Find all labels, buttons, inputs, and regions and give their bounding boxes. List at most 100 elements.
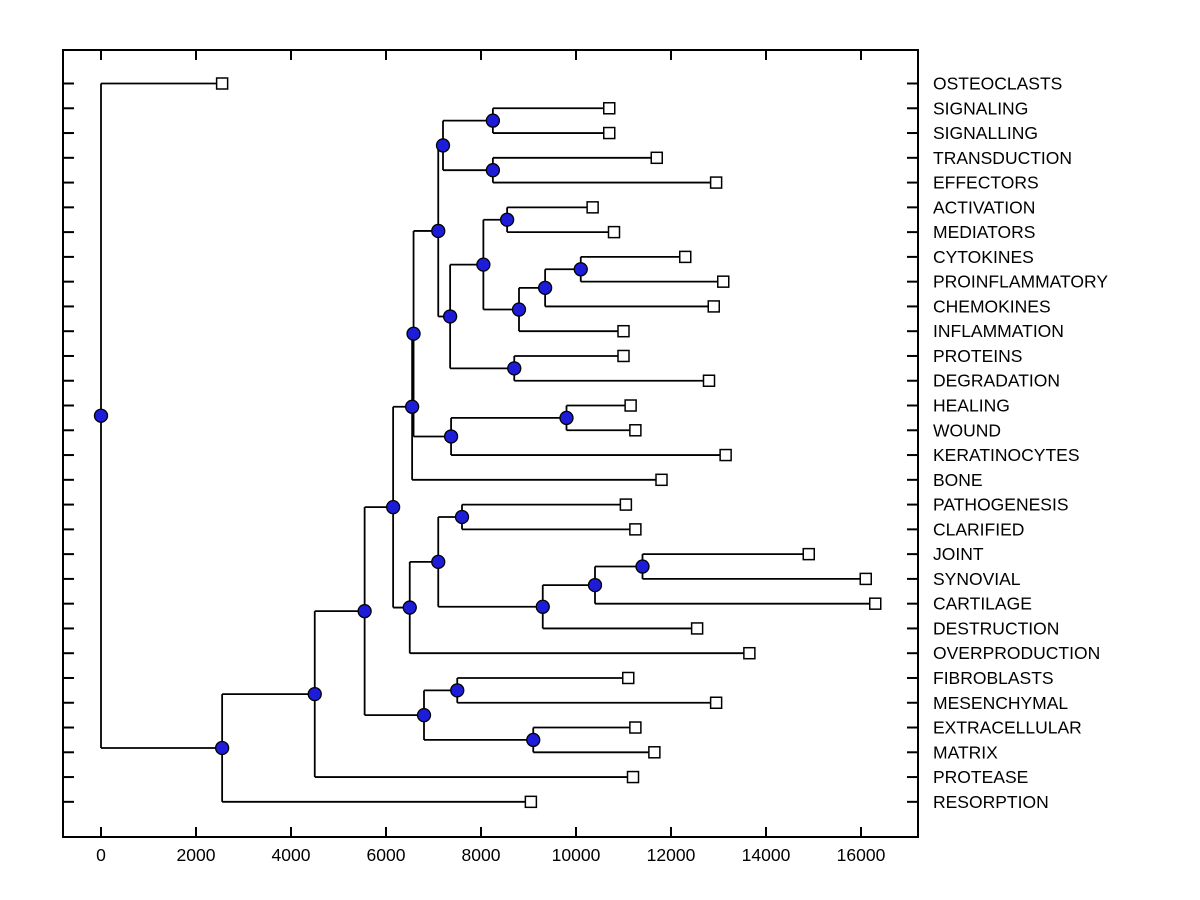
leaf-marker-pathogenesis [619, 498, 633, 511]
leaf-marker-effectors [709, 176, 723, 189]
internal-node-marker [93, 408, 109, 423]
leaf-marker-matrix [648, 746, 661, 759]
internal-node-marker [476, 257, 491, 272]
leaf-label-chemokines: CHEMOKINES [933, 296, 1051, 316]
internal-node-marker [526, 732, 541, 748]
leaf-label-transduction: TRANSDUCTION [933, 148, 1072, 168]
leaf-marker-joint [802, 547, 815, 561]
leaf-label-cartilage: CARTILAGE [933, 594, 1032, 614]
leaf-marker-extracellular [629, 721, 642, 734]
leaf-label-signalling: SIGNALLING [933, 123, 1038, 143]
leaf-label-signaling: SIGNALING [933, 98, 1028, 118]
leaf-label-protease: PROTEASE [933, 767, 1028, 787]
internal-node-marker [499, 212, 515, 227]
x-axis-tick-label: 4000 [272, 845, 311, 865]
leaf-label-osteoclasts: OSTEOCLASTS [933, 74, 1062, 94]
leaf-marker-mesenchymal [709, 696, 723, 709]
leaf-marker-signalling [603, 126, 616, 140]
leaf-marker-cartilage [869, 597, 882, 610]
leaf-label-cytokines: CYTOKINES [933, 247, 1034, 267]
leaf-label-synovial: SYNOVIAL [933, 569, 1021, 589]
leaf-label-joint: JOINT [933, 544, 984, 564]
leaf-label-effectors: EFFECTORS [933, 173, 1039, 193]
x-axis-tick-label: 8000 [462, 845, 501, 865]
leaf-marker-overproduction [743, 646, 756, 660]
leaf-marker-inflammation [617, 324, 630, 338]
leaf-marker-cytokines [679, 250, 692, 264]
leaf-marker-transduction [650, 151, 663, 165]
x-axis-tick-label: 14000 [742, 845, 791, 865]
internal-node-marker [442, 309, 458, 324]
leaf-label-mesenchymal: MESENCHYMAL [933, 693, 1068, 713]
x-axis-tick-label: 6000 [367, 845, 406, 865]
leaf-marker-keratinocytes [719, 448, 732, 462]
internal-node-marker [431, 554, 446, 570]
leaf-label-inflammation: INFLAMMATION [933, 321, 1064, 341]
internal-node-marker [406, 326, 421, 341]
internal-node-marker [635, 559, 650, 574]
internal-node-marker [357, 603, 372, 619]
leaf-label-pathogenesis: PATHOGENESIS [933, 495, 1069, 515]
internal-node-marker [535, 599, 550, 614]
internal-node-marker [559, 410, 574, 426]
internal-node-marker [507, 361, 522, 376]
leaf-marker-proteins [617, 349, 630, 363]
internal-node-marker [587, 577, 603, 593]
internal-node-marker [385, 500, 401, 515]
leaf-label-activation: ACTIVATION [933, 197, 1035, 217]
x-axis-tick-label: 12000 [647, 845, 696, 865]
leaf-label-fibroblasts: FIBROBLASTS [933, 668, 1054, 688]
leaf-marker-osteoclasts [215, 77, 229, 90]
leaf-label-clarified: CLARIFIED [933, 519, 1024, 539]
leaf-label-proinflammatory: PROINFLAMMATORY [933, 272, 1108, 292]
leaf-marker-wound [629, 424, 642, 437]
x-axis-tick-label: 16000 [837, 845, 886, 865]
leaf-label-keratinocytes: KERATINOCYTES [933, 445, 1080, 465]
internal-node-marker [307, 686, 322, 702]
internal-node-marker [537, 280, 553, 296]
leaf-marker-resorption [524, 795, 538, 809]
internal-node-marker [450, 683, 465, 698]
internal-node-marker [402, 600, 417, 615]
internal-node-marker [485, 113, 501, 128]
leaf-marker-mediators [607, 225, 621, 239]
internal-node-marker [485, 163, 501, 178]
leaf-marker-fibroblasts [622, 671, 635, 685]
leaf-label-bone: BONE [933, 470, 983, 490]
leaf-label-destruction: DESTRUCTION [933, 618, 1059, 638]
leaf-label-overproduction: OVERPRODUCTION [933, 643, 1100, 663]
internal-node-marker [214, 740, 230, 756]
leaf-marker-proinflammatory [717, 275, 730, 288]
internal-node-marker [454, 509, 470, 525]
internal-node-marker [573, 262, 588, 277]
leaf-marker-activation [586, 201, 599, 214]
leaf-label-degradation: DEGRADATION [933, 371, 1060, 391]
leaf-label-resorption: RESORPTION [933, 792, 1049, 812]
leaf-label-extracellular: EXTRACELLULAR [933, 718, 1082, 738]
leaf-label-matrix: MATRIX [933, 742, 998, 762]
leaf-label-wound: WOUND [933, 420, 1001, 440]
internal-node-marker [416, 707, 432, 723]
leaf-marker-degradation [702, 374, 716, 387]
x-axis-tick-label: 2000 [177, 845, 216, 865]
internal-node-marker [443, 429, 459, 444]
x-axis-tick-label: 0 [96, 845, 106, 865]
leaf-label-proteins: PROTEINS [933, 346, 1022, 366]
leaf-marker-protease [626, 770, 640, 784]
axes-box [62, 49, 919, 838]
leaf-marker-healing [624, 399, 637, 412]
internal-node-marker [435, 138, 451, 153]
leaf-marker-destruction [690, 622, 704, 635]
leaf-label-healing: HEALING [933, 396, 1010, 416]
leaf-marker-synovial [859, 572, 872, 586]
internal-node-marker [404, 399, 420, 414]
internal-node-marker [511, 302, 527, 317]
leaf-label-mediators: MEDIATORS [933, 222, 1035, 242]
x-axis-tick-label: 10000 [552, 845, 601, 865]
leaf-marker-chemokines [707, 300, 720, 313]
leaf-marker-bone [655, 473, 668, 487]
internal-node-marker [431, 223, 446, 239]
